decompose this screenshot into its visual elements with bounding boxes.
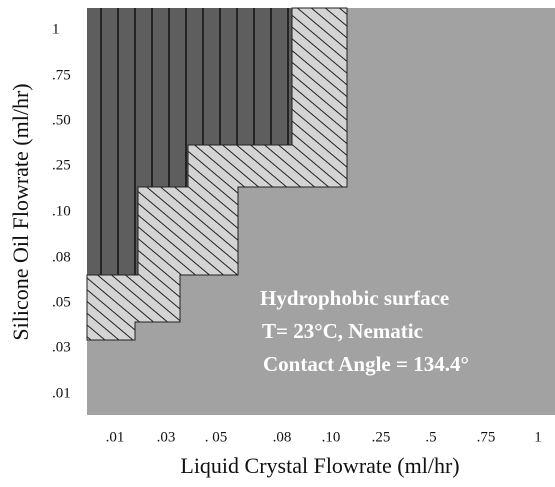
hatched-region	[86, 7, 348, 341]
y-axis-label: Silicone Oil Flowrate (ml/hr)	[8, 83, 33, 340]
y-tick-label: .08	[52, 249, 71, 265]
y-tick-label: .05	[52, 294, 71, 310]
x-tick-label: .5	[425, 429, 436, 445]
x-tick-label: .01	[106, 429, 125, 445]
x-axis-label: Liquid Crystal Flowrate (ml/hr)	[180, 453, 459, 478]
x-tick-label: . 05	[205, 429, 228, 445]
x-tick-label: .08	[273, 429, 292, 445]
x-tick-label: 1	[534, 429, 542, 445]
y-tick-label: .03	[52, 339, 71, 355]
y-tick-label: .10	[52, 203, 71, 219]
y-tick-label: .75	[52, 67, 71, 83]
annotation: Hydrophobic surface	[260, 286, 449, 310]
x-tick-label: .25	[372, 429, 391, 445]
x-tick-label: .10	[322, 429, 341, 445]
striped-region	[87, 8, 292, 275]
x-tick-label: .03	[157, 429, 176, 445]
y-tick-label: .01	[52, 385, 71, 401]
annotation: Contact Angle = 134.4°	[263, 352, 469, 376]
y-tick-label: .50	[52, 112, 71, 128]
annotation: T= 23°C, Nematic	[262, 319, 423, 343]
x-tick-label: .75	[477, 429, 496, 445]
y-tick-label: 1	[52, 21, 60, 37]
y-tick-label: .25	[52, 157, 71, 173]
